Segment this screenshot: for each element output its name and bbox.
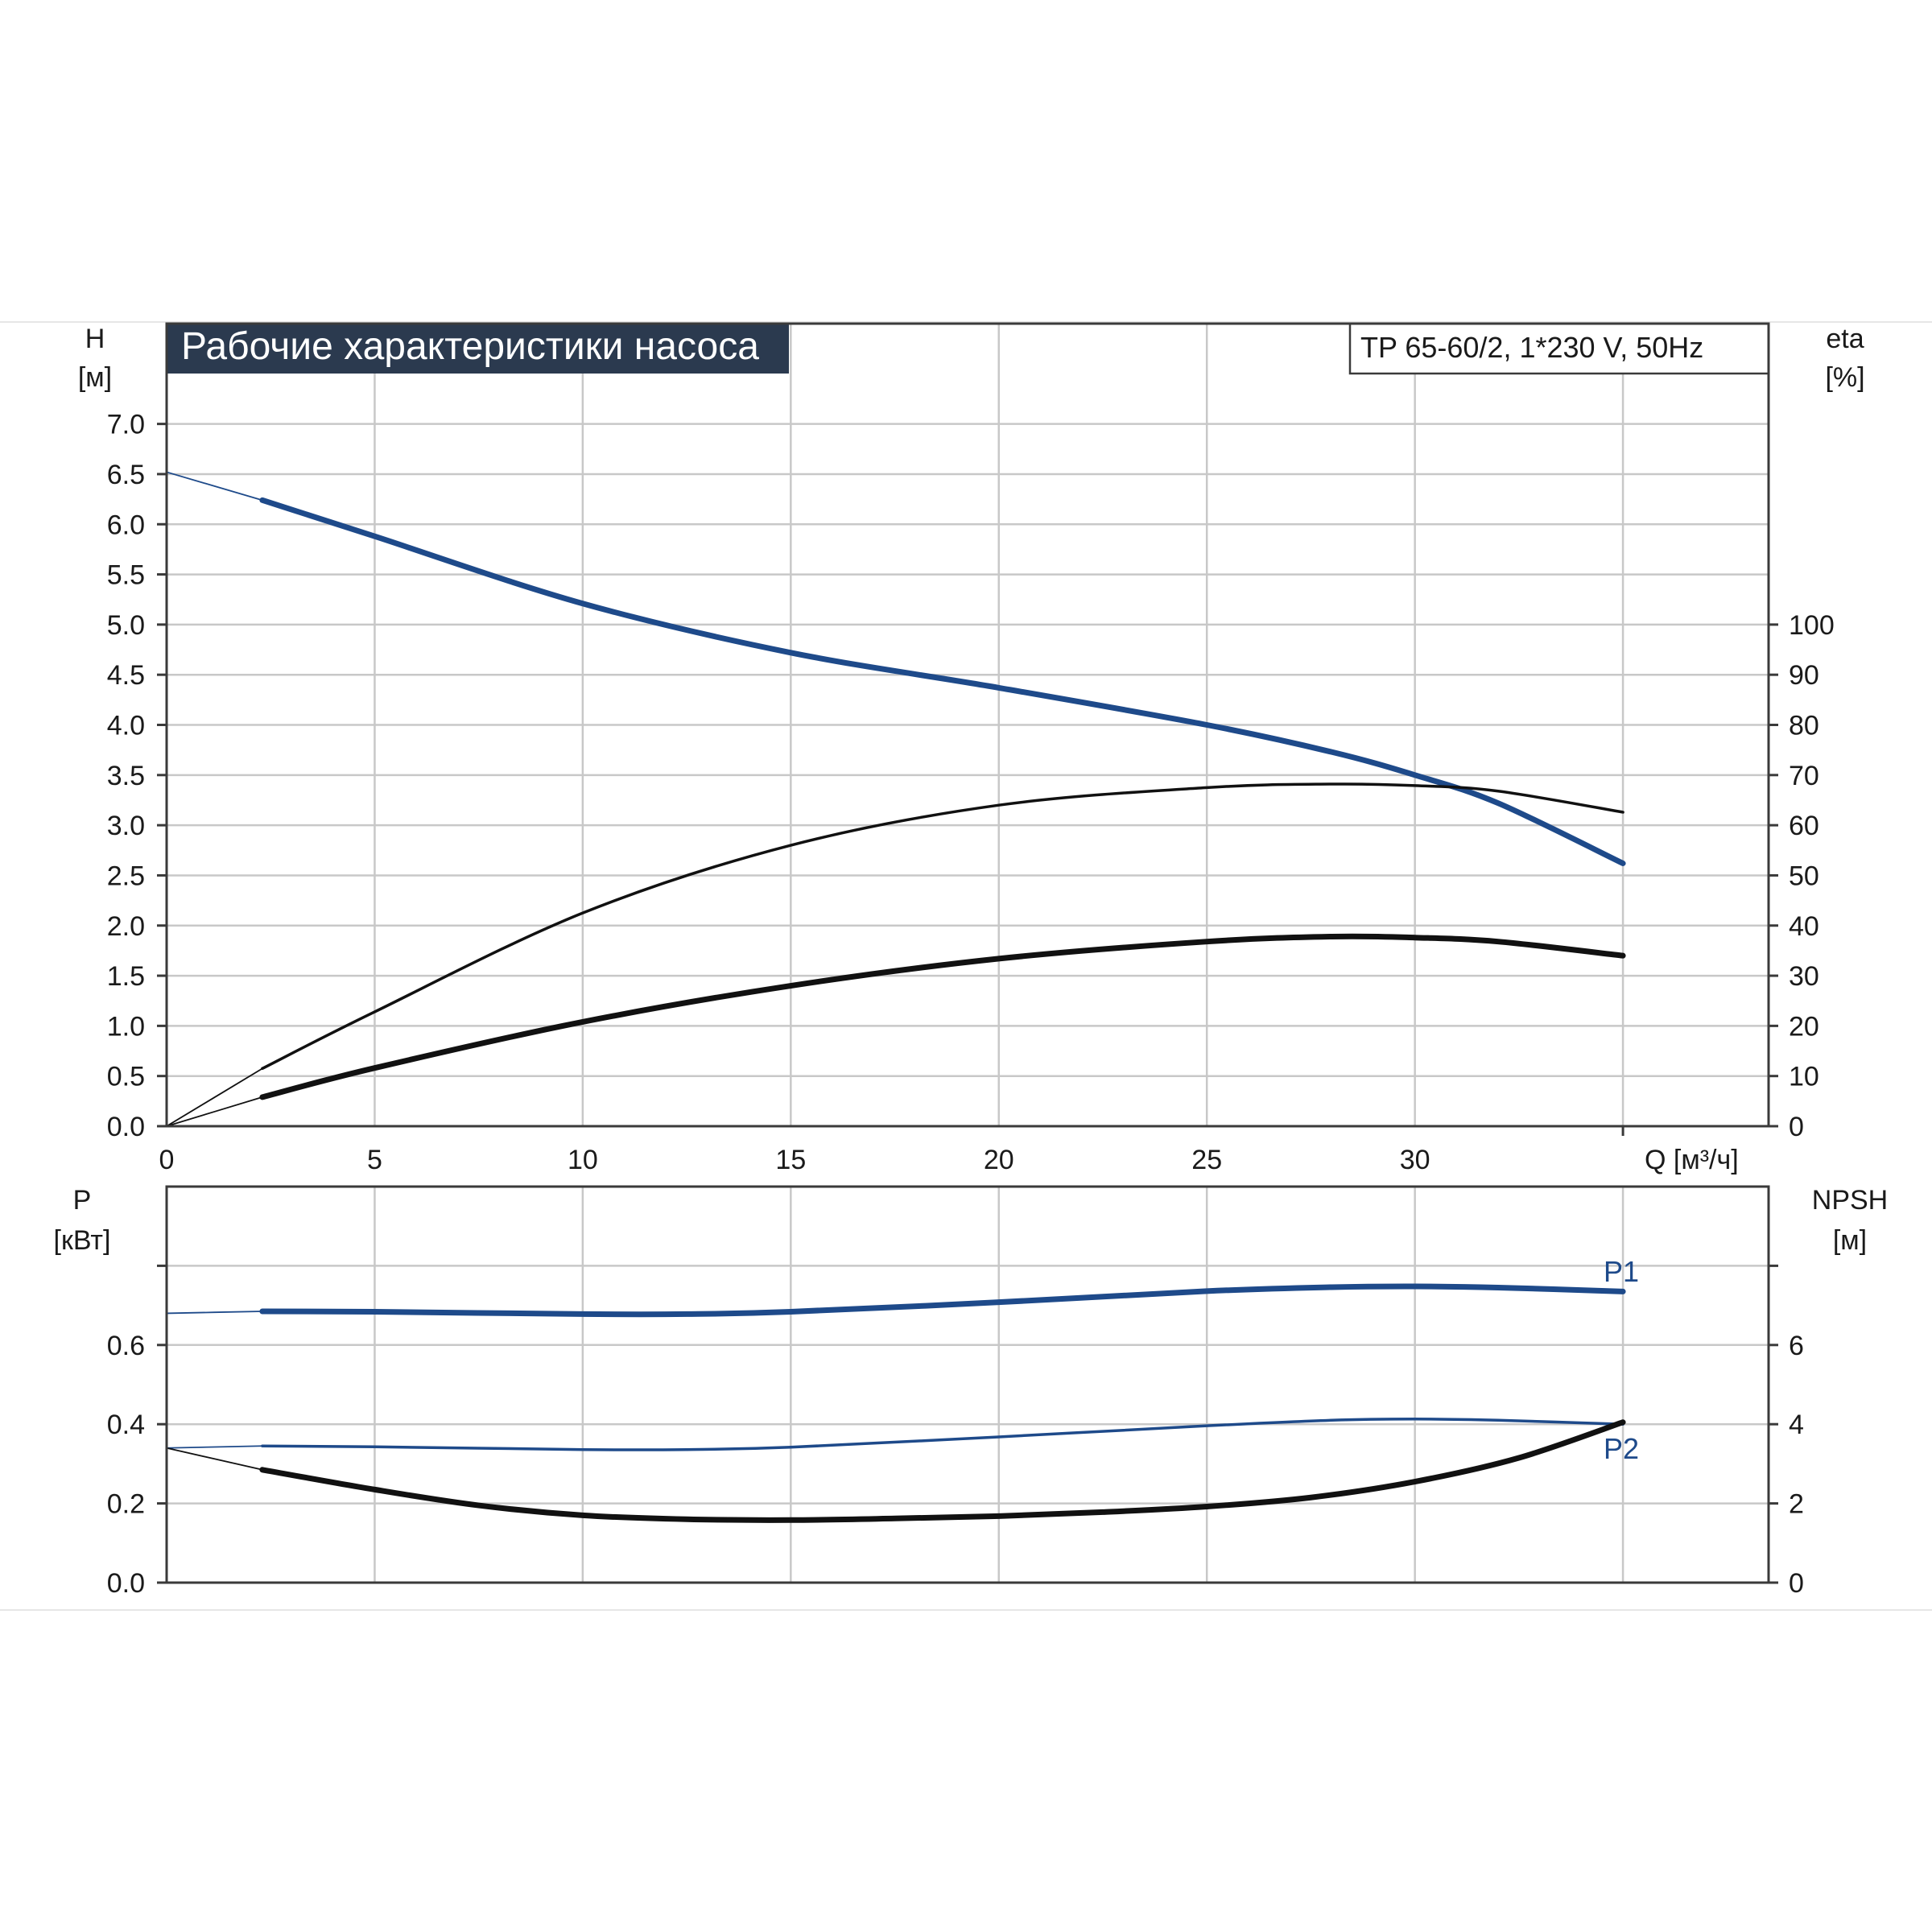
h-tick-label: 3.5 — [107, 761, 145, 791]
npsh-tick-label: 4 — [1789, 1410, 1804, 1440]
x-tick-label: 5 — [367, 1145, 382, 1175]
q-axis-label: Q [м³/ч] — [1645, 1145, 1739, 1175]
eta-axis-unit: [%] — [1825, 362, 1864, 393]
total-efficiency-curve-lead-segment — [166, 1096, 263, 1127]
bottom-tick-labels: 0.0 0.2 0.4 0.6 0 2 4 6 — [107, 1264, 1804, 1599]
p-tick-label: 0.6 — [107, 1331, 145, 1361]
npsh-axis-label: NPSH — [1812, 1185, 1888, 1216]
eta-tick-label: 40 — [1789, 911, 1819, 942]
top-grid — [167, 324, 1769, 1126]
h-tick-label: 7.0 — [107, 410, 145, 440]
p1-curve-label: P1 — [1604, 1255, 1639, 1288]
h-axis-label: H — [85, 324, 105, 354]
x-tick-label: 10 — [568, 1145, 598, 1175]
p2-power-curve — [261, 1418, 1624, 1451]
h-tick-label: 0.0 — [107, 1112, 145, 1142]
model-label: TP 65-60/2, 1*230 V, 50Hz — [1360, 331, 1703, 364]
p-tick-label: 0.4 — [107, 1410, 145, 1440]
bottom-plot-frame — [165, 1185, 1770, 1584]
x-tick-label: 25 — [1191, 1145, 1222, 1175]
p-tick-label: 0.2 — [107, 1489, 145, 1520]
eta-tick-label: 100 — [1789, 610, 1835, 641]
npsh-curve — [259, 1419, 1626, 1523]
eta-tick-label: 10 — [1789, 1062, 1819, 1092]
npsh-tick-label: 6 — [1789, 1331, 1804, 1361]
npsh-tick-label: 2 — [1789, 1489, 1804, 1520]
eta-tick-label: 90 — [1789, 660, 1819, 691]
h-axis-unit: [м] — [78, 362, 112, 393]
eta-tick-label: 30 — [1789, 961, 1819, 992]
head-curve — [259, 497, 1626, 866]
p1-power-curve — [259, 1283, 1626, 1318]
eta-tick-label: 0 — [1789, 1112, 1804, 1142]
x-tick-label: 15 — [775, 1145, 806, 1175]
p1-power-curve-lead-segment — [166, 1311, 262, 1315]
eta-axis-label: eta — [1826, 324, 1864, 354]
chart-title: Рабочие характеристики насоса — [181, 325, 759, 368]
h-tick-label: 2.5 — [107, 861, 145, 891]
top-tick-labels: 0 5 10 15 20 25 30 0.0 0.5 1.0 1.5 2.0 2.5 3.0 3.5 4.0 4… — [107, 410, 1835, 1175]
x-tick-label: 30 — [1400, 1145, 1430, 1175]
efficiency-curve-lead-segment — [166, 1067, 263, 1127]
npsh-tick-label: 0 — [1789, 1568, 1804, 1599]
h-tick-label: 3.0 — [107, 811, 145, 841]
h-tick-label: 6.0 — [107, 510, 145, 540]
eta-tick-label: 70 — [1789, 761, 1819, 791]
p-axis-unit: [кВт] — [54, 1225, 111, 1256]
p2-curve-label: P2 — [1604, 1432, 1639, 1465]
h-tick-label: 5.5 — [107, 560, 145, 591]
h-tick-label: 4.5 — [107, 660, 145, 691]
bottom-grid — [167, 1187, 1769, 1583]
eta-tick-label: 80 — [1789, 711, 1819, 741]
bottom-curves — [166, 1283, 1626, 1523]
h-tick-label: 0.5 — [107, 1062, 145, 1092]
x-tick-label: 0 — [159, 1145, 175, 1175]
p-tick-label: 0.0 — [107, 1568, 145, 1599]
h-tick-label: 5.0 — [107, 610, 145, 641]
total-efficiency-curve — [259, 933, 1626, 1100]
top-curves — [166, 471, 1626, 1127]
top-plot-frame — [165, 322, 1770, 1128]
npsh-curve-lead-segment — [166, 1447, 263, 1471]
p-axis-label: P — [73, 1185, 92, 1216]
eta-tick-label: 50 — [1789, 861, 1819, 891]
title-box — [167, 324, 789, 374]
h-tick-label: 1.0 — [107, 1011, 145, 1042]
h-tick-label: 1.5 — [107, 961, 145, 992]
h-tick-label: 4.0 — [107, 711, 145, 741]
h-tick-label: 2.0 — [107, 911, 145, 942]
x-tick-label: 20 — [984, 1145, 1014, 1175]
head-curve-lead-segment — [166, 471, 263, 502]
h-tick-label: 6.5 — [107, 460, 145, 490]
eta-tick-label: 60 — [1789, 811, 1819, 841]
p2-power-curve-lead-segment — [166, 1445, 262, 1449]
eta-tick-label: 20 — [1789, 1011, 1819, 1042]
npsh-axis-unit: [м] — [1833, 1225, 1867, 1256]
efficiency-curve — [261, 782, 1624, 1071]
